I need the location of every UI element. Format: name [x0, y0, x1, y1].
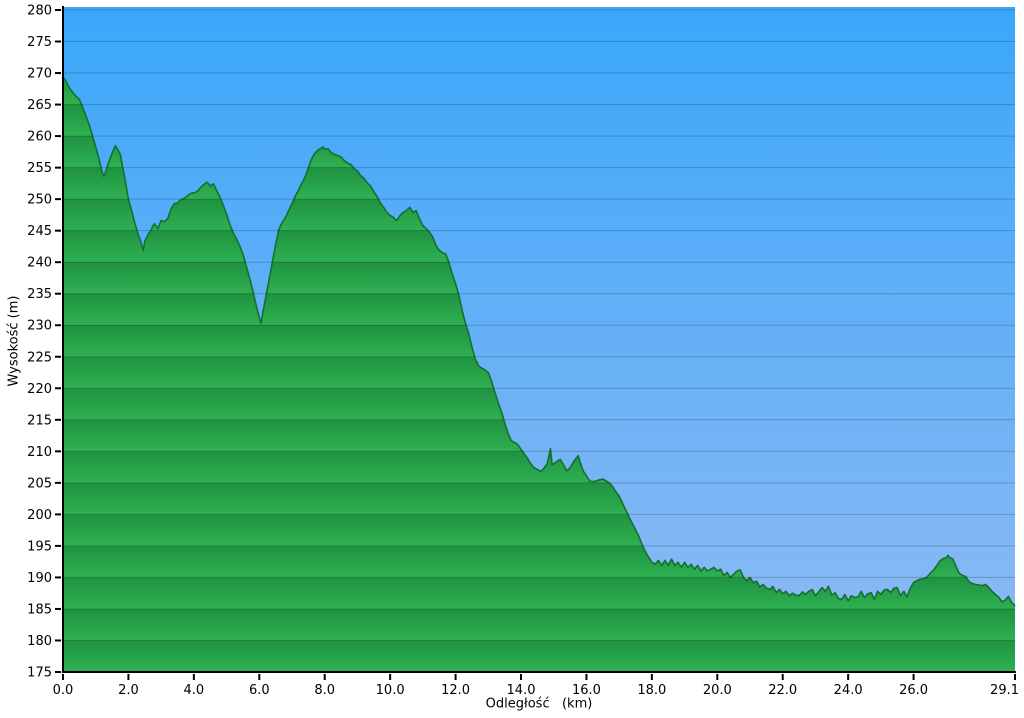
x-tick-label: 24.0 — [834, 683, 863, 698]
y-tick-label: 230 — [27, 319, 52, 334]
terrain-area — [63, 76, 1015, 673]
y-tick-label: 205 — [27, 476, 52, 491]
x-tick-label: 0.0 — [53, 683, 74, 698]
y-tick-label: 250 — [27, 193, 52, 208]
y-tick-label: 280 — [27, 4, 52, 19]
y-tick-label: 215 — [27, 413, 52, 428]
y-tick-label: 265 — [27, 98, 52, 113]
x-tick-label: 16.0 — [572, 683, 601, 698]
y-axis-title: Wysokość (m) — [6, 295, 22, 387]
x-tick-label: 10.0 — [376, 683, 405, 698]
y-tick-label: 210 — [27, 445, 52, 460]
x-tick-label: 26.0 — [899, 683, 928, 698]
x-tick-label: 8.0 — [314, 683, 335, 698]
y-tick-label: 225 — [27, 350, 52, 365]
elevation-profile-line — [62, 76, 1016, 607]
x-tick-label: 4.0 — [184, 683, 205, 698]
y-tick-label: 255 — [27, 161, 52, 176]
x-tick-label: 29.1 — [990, 683, 1019, 698]
x-tick-label: 20.0 — [703, 683, 732, 698]
y-tick-label: 195 — [27, 539, 52, 554]
x-tick-label: 14.0 — [507, 683, 536, 698]
x-axis-title: Odległość (km) — [485, 696, 593, 712]
y-tick-label: 185 — [27, 602, 52, 617]
y-tick-label: 190 — [27, 571, 52, 586]
x-tick-label: 22.0 — [768, 683, 797, 698]
x-tick-label: 18.0 — [637, 683, 666, 698]
y-tick-label: 200 — [27, 508, 52, 523]
y-tick-label: 175 — [27, 666, 52, 681]
x-tick-label: 12.0 — [441, 683, 470, 698]
y-tick-label: 240 — [27, 256, 52, 271]
y-tick-label: 260 — [27, 130, 52, 145]
y-tick-label: 180 — [27, 634, 52, 649]
y-tick-label: 235 — [27, 287, 52, 302]
y-tick-label: 220 — [27, 382, 52, 397]
y-tick-label: 245 — [27, 224, 52, 239]
x-tick-label: 6.0 — [249, 683, 270, 698]
y-tick-label: 270 — [27, 67, 52, 82]
x-tick-label: 2.0 — [118, 683, 139, 698]
y-tick-label: 275 — [27, 35, 52, 50]
